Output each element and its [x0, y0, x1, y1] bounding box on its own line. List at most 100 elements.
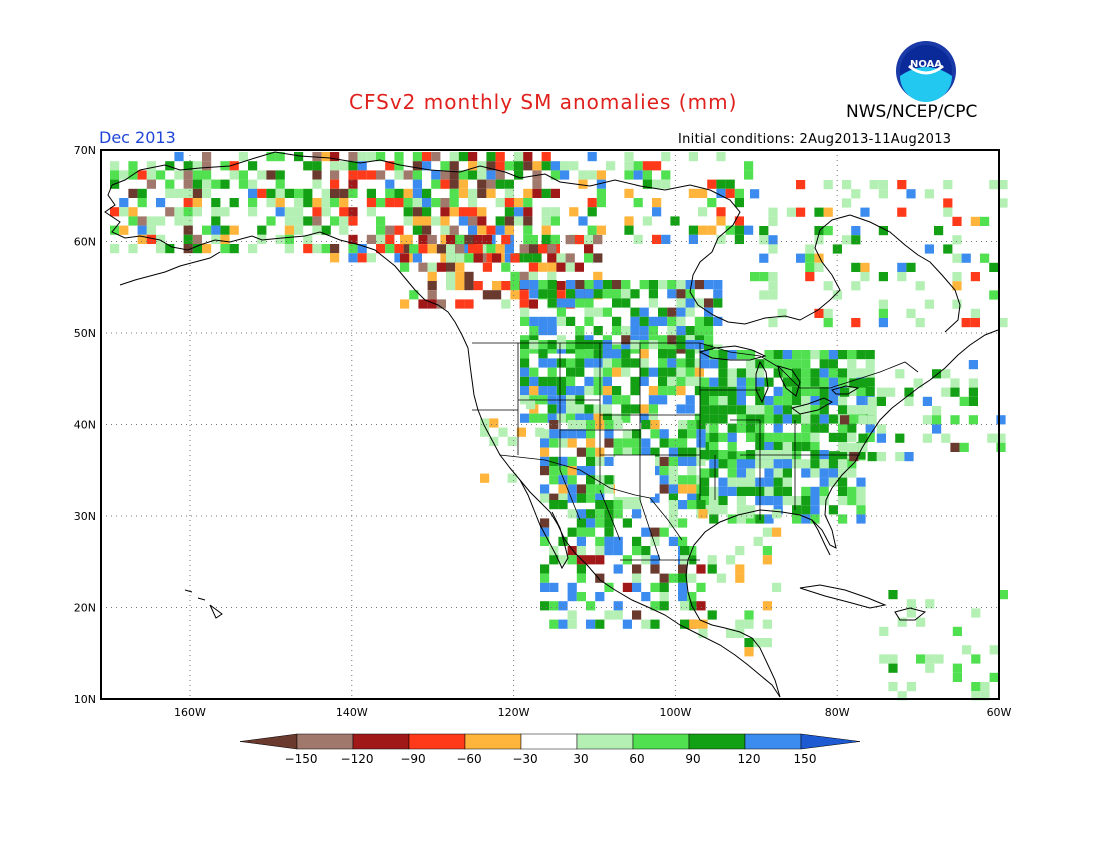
anomaly-cell	[595, 619, 605, 629]
anomaly-cell	[659, 466, 669, 476]
anomaly-cell	[595, 484, 605, 494]
anomaly-cell	[510, 281, 520, 291]
anomaly-cell	[137, 234, 147, 244]
anomaly-cell	[183, 207, 193, 217]
anomaly-cell	[667, 349, 677, 359]
anomaly-cell	[700, 396, 710, 406]
anomaly-cell	[613, 601, 623, 611]
anomaly-cell	[858, 433, 868, 443]
anomaly-cell	[538, 244, 548, 254]
anomaly-cell	[449, 198, 459, 208]
lat-label: 40N	[74, 419, 96, 432]
colorbar-tick-label: −60	[456, 752, 481, 766]
anomaly-cell	[556, 298, 566, 308]
anomaly-cell	[878, 189, 888, 199]
anomaly-cell	[961, 253, 971, 263]
anomaly-cell	[480, 473, 490, 483]
anomaly-cell	[727, 396, 737, 406]
anomaly-cell	[959, 396, 969, 406]
anomaly-cell	[519, 299, 529, 309]
anomaly-cell	[602, 340, 612, 350]
anomaly-cell	[941, 369, 951, 379]
anomaly-cell	[586, 447, 596, 457]
anomaly-cell	[668, 518, 678, 528]
anomaly-cell	[458, 179, 468, 189]
anomaly-cell	[596, 198, 606, 208]
anomaly-cell	[773, 405, 783, 415]
anomaly-cell	[764, 442, 774, 452]
anomaly-cell	[897, 691, 907, 701]
anomaly-cell	[725, 179, 735, 189]
anomaly-cell	[819, 386, 829, 396]
anomaly-cell	[376, 244, 386, 254]
anomaly-cell	[685, 298, 695, 308]
anomaly-cells	[110, 152, 1008, 701]
anomaly-cell	[851, 226, 861, 236]
anomaly-cell	[658, 280, 668, 290]
anomaly-cell	[192, 198, 202, 208]
anomaly-cell	[792, 396, 802, 406]
anomaly-cell	[202, 225, 212, 235]
anomaly-cell	[480, 418, 490, 428]
anomaly-cell	[718, 405, 728, 415]
anomaly-cell	[468, 198, 478, 208]
anomaly-cell	[294, 198, 304, 208]
anomaly-cell	[856, 405, 866, 415]
anomaly-cell	[523, 198, 533, 208]
anomaly-cell	[489, 436, 499, 446]
anomaly-cell	[174, 216, 184, 226]
anomaly-cell	[667, 386, 677, 396]
anomaly-cell	[477, 207, 487, 217]
anomaly-cell	[746, 432, 756, 442]
anomaly-cell	[520, 413, 530, 423]
anomaly-cell	[735, 564, 745, 574]
anomaly-cell	[412, 225, 422, 235]
anomaly-cell	[652, 234, 662, 244]
anomaly-cell	[762, 638, 772, 648]
anomaly-cell	[394, 253, 404, 263]
anomaly-cell	[612, 395, 622, 405]
anomaly-cell	[567, 555, 577, 565]
hudson-bay	[689, 214, 851, 325]
anomaly-cell	[422, 188, 432, 198]
lat-label: 60N	[74, 236, 96, 249]
anomaly-cell	[639, 358, 649, 368]
anomaly-cell	[422, 225, 432, 235]
anomaly-cell	[504, 179, 514, 189]
anomaly-cell	[566, 404, 576, 414]
aleutians	[119, 251, 221, 286]
anomaly-cell	[586, 555, 596, 565]
anomaly-cell	[801, 414, 811, 424]
anomaly-cell	[876, 433, 886, 443]
anomaly-cell	[584, 340, 594, 350]
anomaly-cell	[547, 376, 557, 386]
anomaly-cell	[604, 475, 614, 485]
anomaly-cell	[602, 404, 612, 414]
anomaly-cell	[436, 244, 446, 254]
anomaly-cell	[584, 349, 594, 359]
anomaly-cell	[952, 235, 962, 245]
anomaly-cell	[492, 281, 502, 291]
anomaly-cell	[275, 207, 285, 217]
anomaly-cell	[668, 447, 678, 457]
anomaly-cell	[418, 262, 428, 272]
anomaly-cell	[330, 253, 340, 263]
anomaly-cell	[576, 592, 586, 602]
lat-label: 10N	[74, 693, 96, 706]
anomaly-cell	[801, 442, 811, 452]
anomaly-cell	[486, 179, 496, 189]
anomaly-cell	[925, 599, 935, 609]
anomaly-cell	[348, 253, 358, 263]
anomaly-cell	[865, 368, 875, 378]
anomaly-cell	[567, 527, 577, 537]
anomaly-cell	[183, 234, 193, 244]
anomaly-cell	[519, 290, 529, 300]
anomaly-cell	[897, 180, 907, 190]
anomaly-cell	[782, 386, 792, 396]
anomaly-cell	[110, 225, 120, 235]
anomaly-cell	[838, 377, 848, 387]
anomaly-cell	[678, 582, 688, 592]
anomaly-cell	[658, 358, 668, 368]
anomaly-cell	[146, 225, 156, 235]
anomaly-cell	[567, 546, 577, 556]
